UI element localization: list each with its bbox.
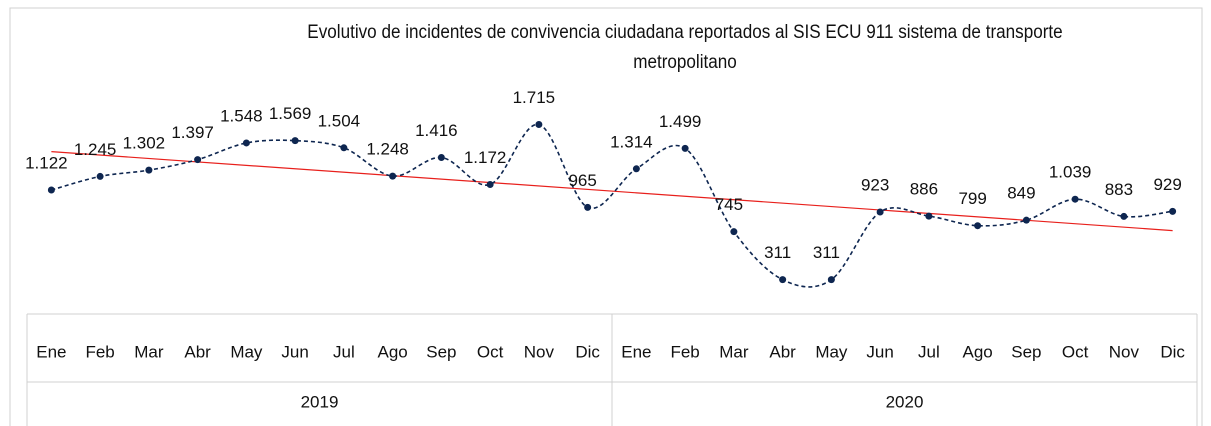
data-label: 311: [764, 243, 791, 262]
data-label: 1.245: [74, 140, 117, 159]
point: [681, 144, 689, 152]
data-label: 1.416: [415, 121, 458, 140]
data-label: 1.397: [171, 123, 214, 142]
point: [47, 186, 55, 194]
point: [1169, 207, 1177, 215]
trendline: [51, 151, 1173, 232]
point: [389, 172, 397, 180]
point: [486, 180, 494, 188]
point: [535, 120, 543, 128]
point: [145, 166, 153, 174]
point: [779, 276, 787, 284]
data-label: 1.314: [610, 132, 653, 151]
x-tick-label: Dic: [575, 342, 600, 361]
data-label: 929: [1153, 175, 1181, 194]
point: [827, 276, 835, 284]
point: [925, 212, 933, 220]
x-tick-label: Oct: [477, 342, 504, 361]
x-tick-label: May: [230, 342, 263, 361]
point: [242, 139, 250, 147]
point: [632, 165, 640, 173]
point: [194, 156, 202, 164]
x-tick-label: Feb: [85, 342, 114, 361]
x-tick-label: Oct: [1062, 342, 1089, 361]
data-label: 849: [1007, 184, 1035, 203]
point: [1120, 212, 1128, 220]
x-tick-label: Abr: [184, 342, 211, 361]
x-tick-label: Ago: [963, 342, 993, 361]
data-label: 1.172: [464, 148, 507, 167]
x-tick-label: Jul: [918, 342, 940, 361]
x-tick-label: Ene: [36, 342, 66, 361]
x-tick-label: Nov: [524, 342, 555, 361]
data-label: 883: [1105, 180, 1133, 199]
data-label: 1.548: [220, 106, 263, 125]
x-tick-label: Abr: [769, 342, 796, 361]
data-label: 1.499: [659, 112, 702, 131]
x-tick-label: Jun: [866, 342, 893, 361]
x-tick-label: Jul: [333, 342, 355, 361]
data-label: 1.039: [1049, 163, 1092, 182]
point: [291, 137, 299, 145]
group-label: 2019: [301, 392, 339, 411]
x-tick-label: Mar: [719, 342, 749, 361]
data-label: 1.569: [269, 104, 312, 123]
x-tick-label: Sep: [426, 342, 456, 361]
data-label: 886: [910, 180, 938, 199]
point: [340, 144, 348, 152]
x-tick-label: May: [815, 342, 848, 361]
point: [96, 172, 104, 180]
data-label: 1.504: [318, 111, 361, 130]
x-tick-label: Ene: [621, 342, 651, 361]
x-tick-label: Dic: [1160, 342, 1185, 361]
x-tick-label: Ago: [378, 342, 408, 361]
data-label: 1.715: [513, 88, 556, 107]
x-tick-label: Sep: [1011, 342, 1041, 361]
data-label: 1.302: [123, 134, 166, 153]
point: [1071, 195, 1079, 203]
point: [584, 203, 592, 211]
chart-title: Evolutivo de incidentes de convivencia c…: [307, 22, 1063, 73]
group-label: 2020: [886, 392, 924, 411]
point: [1022, 216, 1030, 224]
point: [437, 154, 445, 162]
point: [876, 208, 884, 216]
chart-frame: [9, 7, 1203, 426]
data-label: 311: [813, 243, 840, 262]
x-tick-label: Nov: [1109, 342, 1140, 361]
data-label: 1.248: [366, 140, 409, 159]
data-label: 965: [568, 171, 596, 190]
data-label: 1.122: [25, 154, 68, 173]
point: [730, 228, 738, 236]
x-tick-label: Feb: [670, 342, 699, 361]
data-label: 923: [861, 175, 889, 194]
x-tick-label: Mar: [134, 342, 164, 361]
point: [974, 222, 982, 230]
x-tick-label: Jun: [281, 342, 308, 361]
data-label: 745: [715, 195, 743, 214]
data-label: 799: [958, 189, 986, 208]
